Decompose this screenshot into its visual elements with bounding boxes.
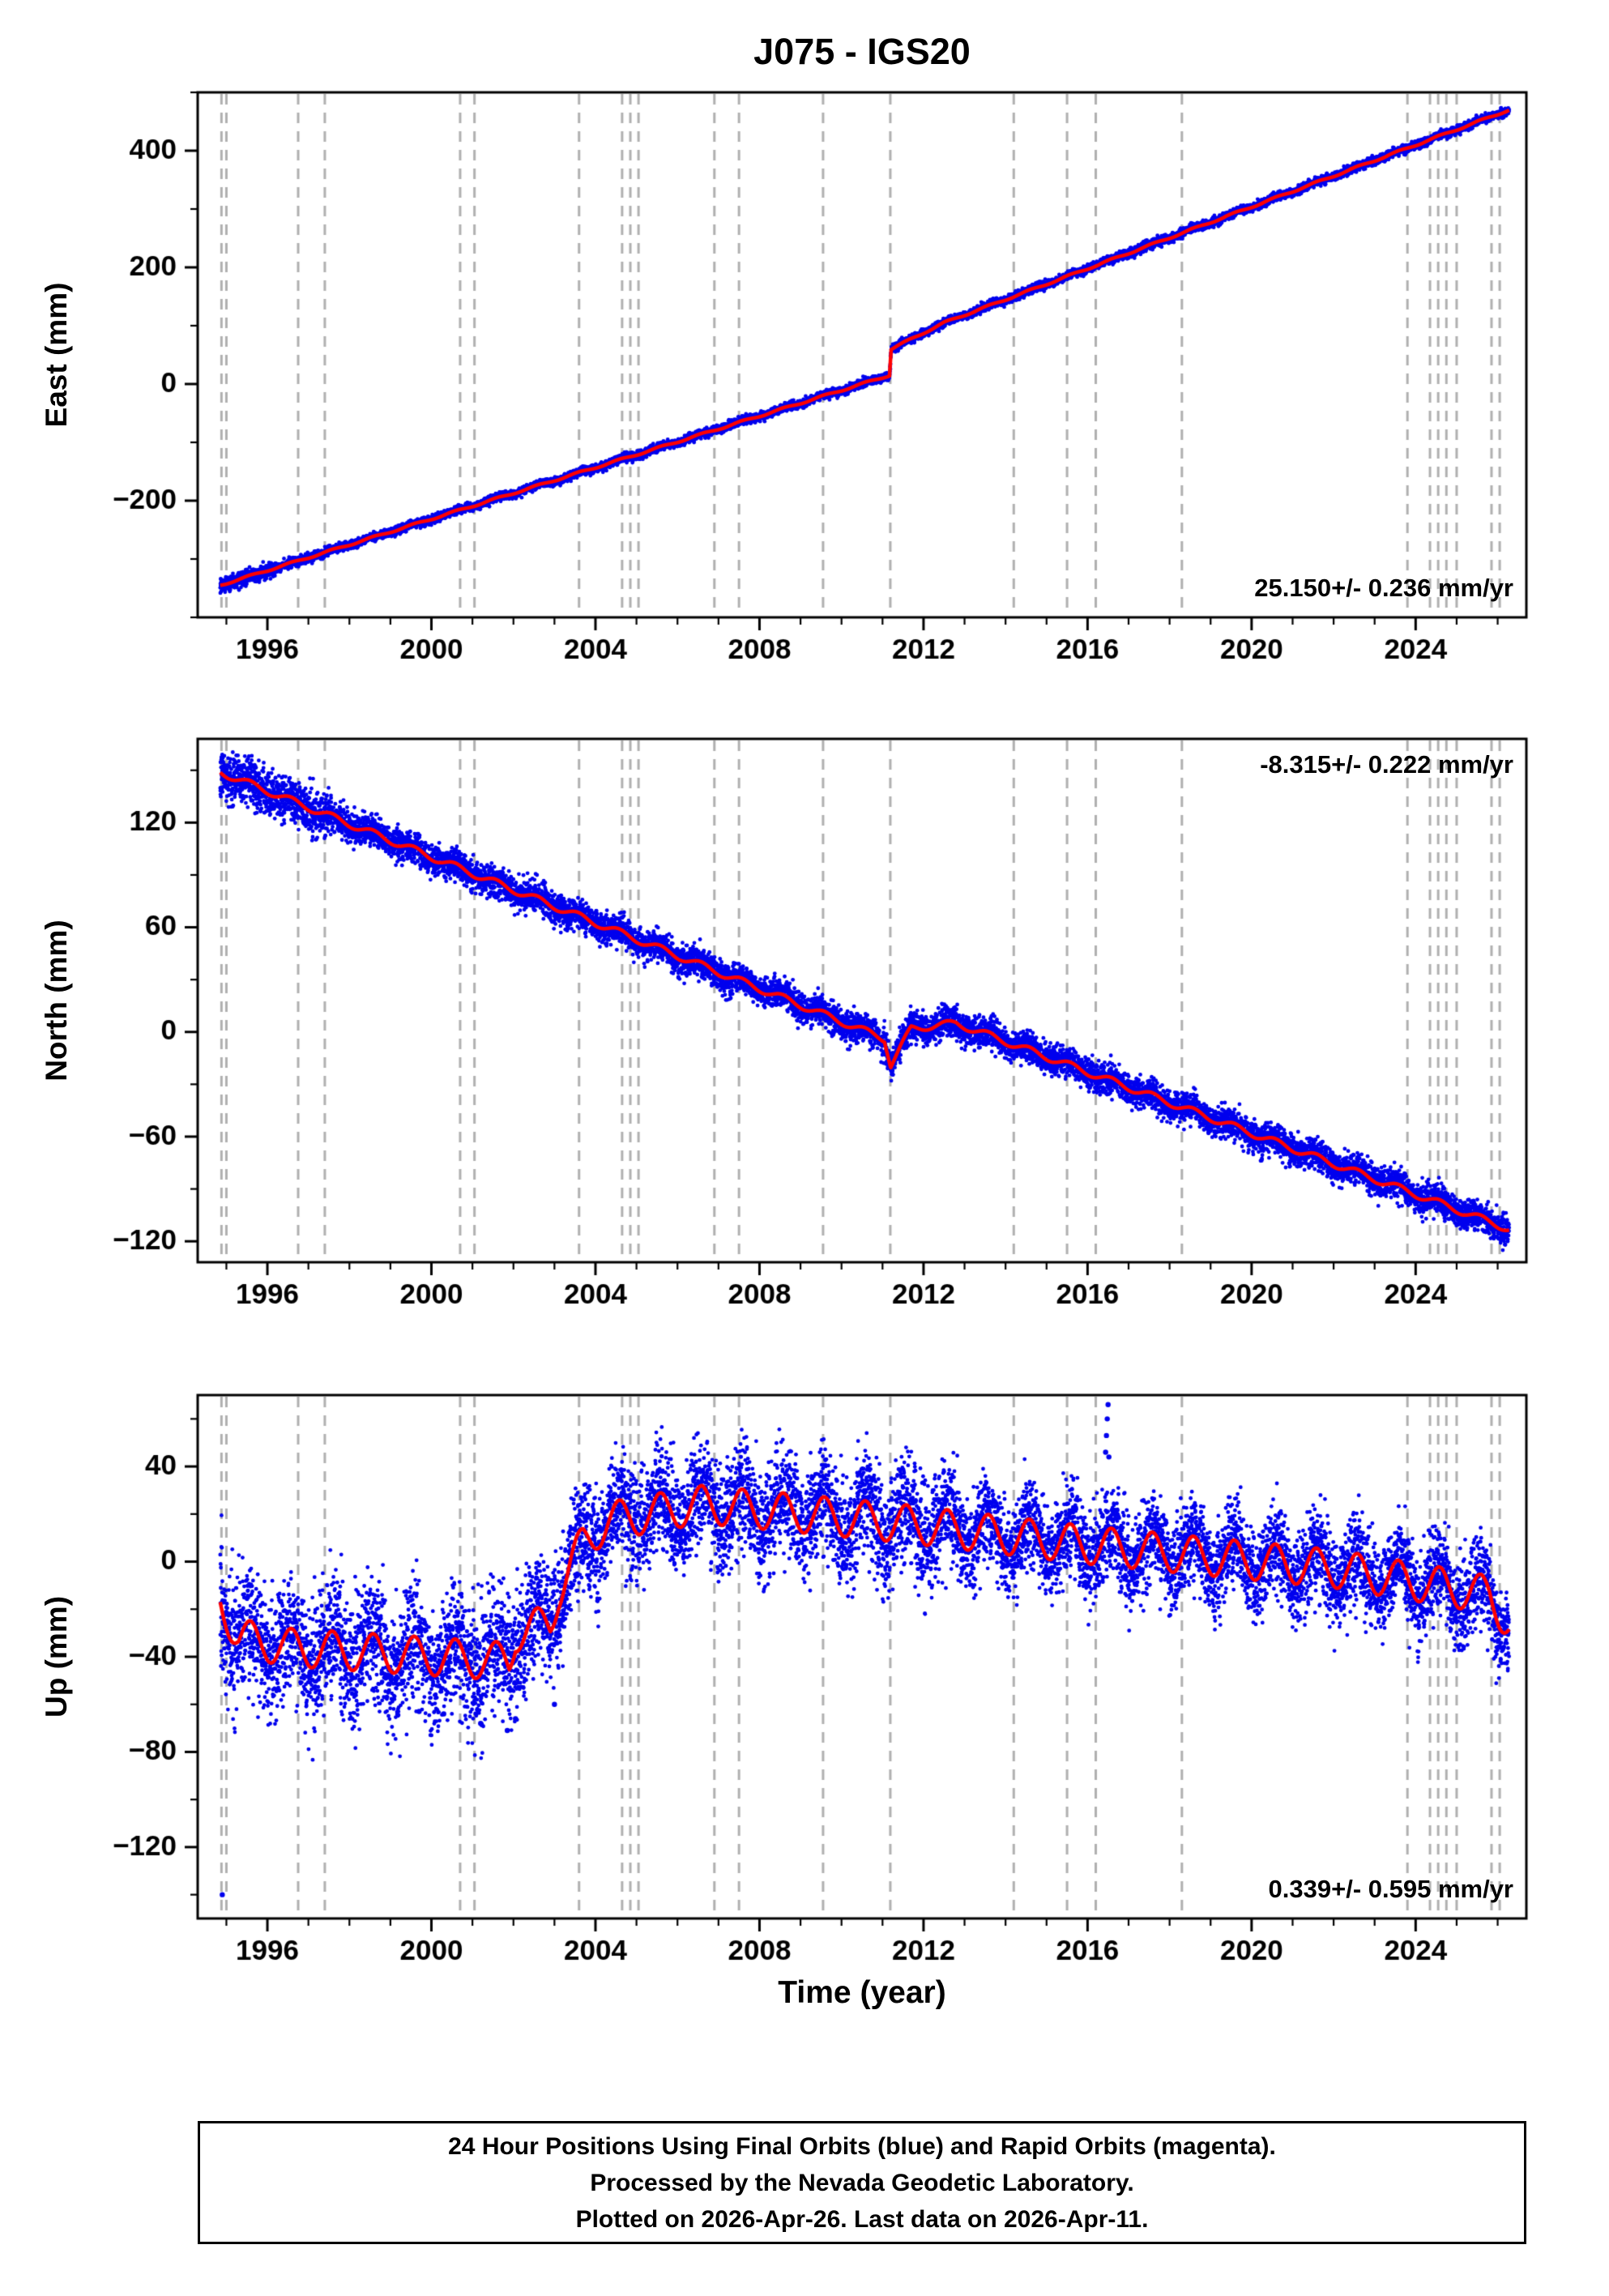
north-rate-annotation: -8.315+/- 0.222 mm/yr (1260, 750, 1513, 779)
up-rate-annotation: 0.339+/- 0.595 mm/yr (1268, 1875, 1513, 1903)
footer-box: 24 Hour Positions Using Final Orbits (bl… (198, 2121, 1526, 2244)
north-axis-label: North (mm) (40, 920, 73, 1082)
east-axis-label: East (mm) (40, 282, 73, 428)
east-rate-annotation: 25.150+/- 0.236 mm/yr (1254, 574, 1513, 602)
footer-line-plotted: Plotted on 2026-Apr-26. Last data on 202… (575, 2205, 1149, 2233)
time-axis-label: Time (year) (778, 1975, 946, 2010)
up-axis-label: Up (mm) (40, 1595, 73, 1718)
footer-line-orbits: 24 Hour Positions Using Final Orbits (bl… (448, 2132, 1276, 2160)
footer-line-processed: Processed by the Nevada Geodetic Laborat… (590, 2169, 1134, 2196)
chart-title: J075 - IGS20 (753, 31, 971, 72)
